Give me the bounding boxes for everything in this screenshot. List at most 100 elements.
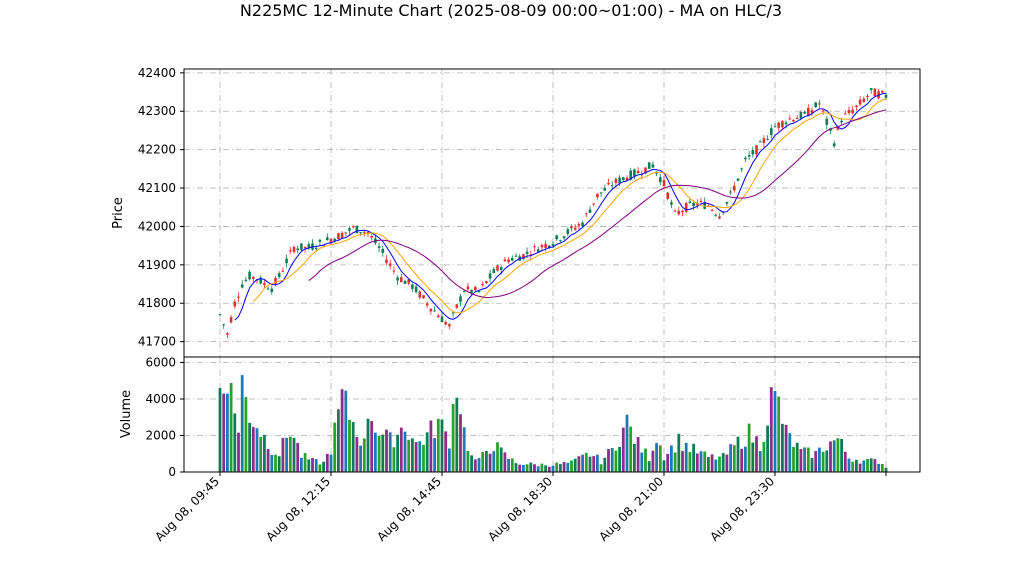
volume-y-axis-label: Volume — [119, 390, 134, 438]
volume-bar — [359, 445, 362, 472]
volume-bar — [510, 458, 514, 472]
volume-bar — [451, 403, 455, 472]
candle-body — [429, 308, 433, 312]
candle-body — [348, 228, 351, 231]
x-tick-label: Aug 08, 18:30 — [485, 474, 555, 544]
volume-bar — [843, 451, 847, 472]
volume-bar — [688, 452, 692, 472]
candle-body — [710, 209, 714, 211]
candle-body — [307, 244, 311, 248]
volume-bar — [744, 446, 747, 472]
volume-bar — [862, 460, 866, 472]
candle-body — [326, 237, 329, 241]
candle-body — [289, 250, 292, 252]
candle-body — [281, 270, 285, 272]
volume-bar — [755, 436, 758, 472]
candle-body — [855, 105, 858, 108]
volume-bar — [422, 444, 425, 472]
volume-bar — [732, 445, 736, 472]
volume-bar — [821, 451, 825, 472]
candle-body — [747, 154, 751, 157]
volume-bar — [618, 446, 621, 472]
candle-body — [411, 284, 414, 289]
price-tick-label: 42000 — [138, 219, 176, 233]
volume-bar — [544, 465, 547, 472]
volume-bar — [592, 456, 596, 472]
volume-bar — [388, 432, 392, 472]
candle-body — [781, 121, 784, 128]
moving-average-lines — [234, 92, 887, 321]
candle-body — [866, 95, 869, 97]
price-y-axis-label: Price — [111, 197, 126, 229]
volume-bar — [788, 433, 792, 472]
candle-body — [248, 271, 251, 280]
volume-bar — [344, 390, 348, 472]
candle-body — [244, 279, 248, 281]
volume-bar — [814, 451, 818, 472]
volume-bar — [662, 460, 666, 472]
volume-bar — [448, 448, 451, 472]
candle-body — [803, 111, 806, 114]
candle-body — [226, 333, 229, 335]
volume-bar — [773, 390, 777, 472]
volume-bar — [374, 432, 377, 472]
volume-bar — [584, 452, 588, 472]
volume-bar — [503, 452, 507, 472]
volume-bar — [392, 447, 396, 472]
volume-bar — [381, 434, 385, 472]
candle-body — [403, 280, 407, 284]
candle-body — [548, 245, 551, 248]
volume-bar — [485, 451, 488, 472]
candle-body — [455, 304, 459, 308]
price-tick-label: 42300 — [138, 104, 176, 118]
volume-bar — [307, 459, 311, 472]
volume-bar — [329, 454, 333, 472]
price-tick-label: 41800 — [138, 296, 176, 310]
volume-bar — [303, 453, 307, 472]
candle-body — [692, 202, 695, 207]
candle-body — [477, 291, 481, 293]
candle-body — [381, 248, 385, 253]
candle-body — [363, 231, 366, 233]
volume-bar — [810, 457, 814, 472]
volume-bar — [518, 464, 522, 472]
candle-body — [522, 254, 525, 259]
candle-body — [414, 286, 418, 293]
volume-bar — [300, 457, 303, 472]
candle-body — [681, 210, 684, 213]
volume-bar — [625, 414, 629, 472]
candle-body — [440, 316, 444, 323]
volume-bar — [337, 409, 340, 472]
candle-body — [292, 247, 296, 252]
volume-panel: 0 2000 4000 6000 Volume — [119, 355, 921, 479]
volume-bar — [596, 454, 599, 472]
volume-bar — [540, 463, 544, 472]
candle-body — [425, 303, 429, 306]
candle-body — [847, 109, 851, 114]
candle-body — [659, 177, 662, 183]
candle-body — [400, 277, 403, 282]
volume-bar — [348, 419, 351, 472]
candle-body — [851, 109, 854, 114]
volume-bar — [829, 441, 832, 472]
volume-bar — [366, 418, 370, 472]
candle-body — [625, 177, 629, 181]
chart-title: N225MC 12-Minute Chart (2025-08-09 00:00… — [240, 1, 782, 20]
candle-body — [274, 277, 277, 284]
x-tick-label: Aug 08, 21:00 — [596, 474, 666, 544]
volume-bar — [566, 462, 570, 472]
candle-body — [629, 170, 632, 180]
volume-bar — [766, 425, 769, 472]
volume-bar — [340, 389, 344, 472]
candle-body — [252, 276, 255, 279]
x-tick-label: Aug 08, 23:30 — [707, 474, 777, 544]
volume-bar — [677, 433, 681, 472]
candle-body — [392, 270, 396, 272]
volume-bar — [229, 382, 233, 472]
candle-body — [581, 222, 584, 227]
volume-bar — [529, 462, 533, 472]
candle-body — [840, 120, 843, 123]
candle-body — [533, 246, 536, 248]
volume-bar — [840, 438, 843, 472]
x-tick-label: Aug 08, 14:45 — [374, 474, 444, 544]
